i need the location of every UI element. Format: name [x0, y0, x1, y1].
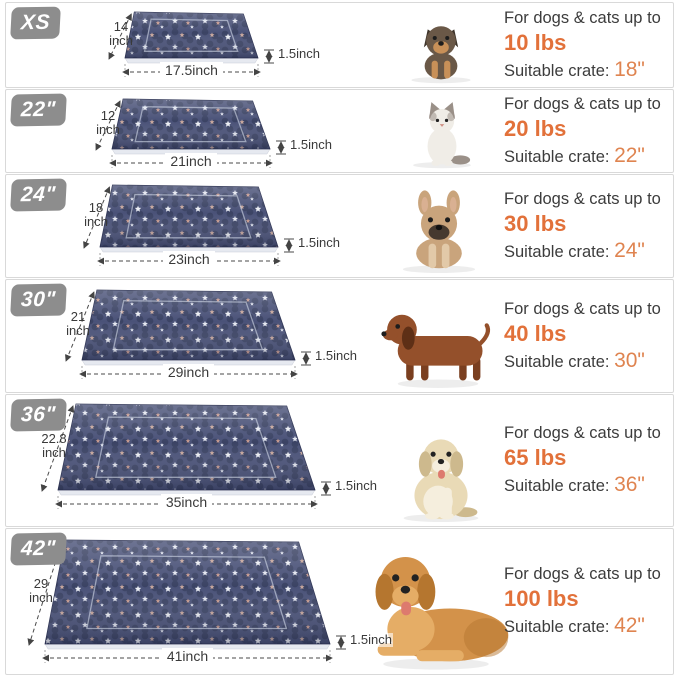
mat-width-dimension: 17.5inch: [125, 62, 258, 78]
cream-golden-retriever-photo: [382, 398, 500, 523]
size-row-xs: XS 14 inch 17: [5, 2, 674, 88]
mat-width-dimension: 41inch: [45, 648, 330, 664]
weight-capacity-line: For dogs & cats up to: [504, 299, 661, 318]
weight-capacity-line: For dogs & cats up to: [504, 94, 661, 113]
size-info: For dogs & cats up to 10 lbs Suitable cr…: [504, 3, 678, 87]
size-badge: 42": [10, 532, 67, 566]
mat-image: 21 inch 29inch 1.5inch: [40, 280, 380, 392]
suitable-crate-line: Suitable crate: 36": [504, 473, 645, 496]
size-info: For dogs & cats up to 100 lbs Suitable c…: [504, 529, 678, 674]
mat-height-dimension: 12 inch: [96, 108, 120, 137]
weight-capacity-value: 65 lbs: [504, 445, 567, 470]
mat-image: 29 inch 41inch 1.5inch: [27, 529, 393, 674]
golden-retriever-photo: [352, 532, 520, 671]
mat-height-dimension: 14 inch: [109, 19, 133, 48]
mat-width-dimension: 29inch: [82, 364, 295, 380]
suitable-crate-line: Suitable crate: 42": [504, 614, 645, 637]
mat-thickness-dimension: 1.5inch: [314, 348, 358, 363]
weight-capacity-line: For dogs & cats up to: [504, 189, 661, 208]
size-badge: 36": [10, 398, 67, 432]
size-row-30in: 30" 21 inch 2: [5, 279, 674, 393]
size-info: For dogs & cats up to 65 lbs Suitable cr…: [504, 395, 678, 526]
mat-thickness-dimension: 1.5inch: [334, 478, 378, 493]
mat-thickness-dimension: 1.5inch: [289, 137, 333, 152]
mat-image: 18 inch 23inch 1.5inch: [40, 175, 380, 277]
weight-capacity-value: 10 lbs: [504, 29, 567, 55]
size-badge: 24": [10, 178, 67, 212]
suitable-crate-value: 18": [614, 57, 645, 81]
suitable-crate-value: 22": [614, 143, 645, 167]
mat-width-dimension: 21inch: [112, 153, 270, 169]
suitable-crate-value: 36": [614, 473, 645, 496]
mat-image: 22.8 inch 35inch 1.5inch: [40, 395, 380, 526]
mat-height-dimension: 29 inch: [29, 576, 53, 605]
weight-capacity-line: For dogs & cats up to: [504, 424, 661, 442]
suitable-crate-line: Suitable crate: 22": [504, 143, 645, 167]
weight-capacity-value: 40 lbs: [504, 320, 567, 346]
size-row-36in: 36" 22.8 inch: [5, 394, 674, 527]
size-info: For dogs & cats up to 30 lbs Suitable cr…: [504, 175, 678, 277]
mat-width-dimension: 23inch: [100, 251, 278, 267]
dachshund-photo: [364, 283, 512, 389]
ragdoll-cat-photo: [392, 93, 492, 169]
weight-capacity-line: For dogs & cats up to: [504, 565, 661, 583]
suitable-crate-line: Suitable crate: 24": [504, 238, 645, 262]
size-badge: 22": [10, 93, 67, 127]
size-row-42in: 42" 29 inch 4: [5, 528, 674, 675]
suitable-crate-line: Suitable crate: 18": [504, 57, 645, 81]
suitable-crate-value: 42": [614, 614, 645, 637]
suitable-crate-line: Suitable crate: 30": [504, 348, 645, 372]
mat-width-dimension: 35inch: [58, 494, 315, 510]
mat-image: 12 inch 21inch 1.5inch: [40, 90, 380, 172]
weight-capacity-value: 30 lbs: [504, 210, 567, 236]
mat-thickness-dimension: 1.5inch: [297, 235, 341, 250]
yorkie-puppy-photo: [390, 6, 492, 84]
size-badge: 30": [10, 283, 67, 317]
mat-thickness-dimension: 1.5inch: [277, 46, 321, 61]
mat-image: 14 inch 17.5inch 1.5inch: [40, 3, 380, 87]
weight-capacity-line: For dogs & cats up to: [504, 8, 661, 27]
french-bulldog-photo: [382, 178, 496, 274]
weight-capacity-value: 20 lbs: [504, 115, 567, 141]
size-info: For dogs & cats up to 20 lbs Suitable cr…: [504, 90, 678, 172]
suitable-crate-value: 30": [614, 348, 645, 372]
weight-capacity-value: 100 lbs: [504, 586, 579, 611]
mat-thickness-dimension: 1.5inch: [349, 632, 393, 647]
size-badge: XS: [10, 6, 61, 40]
mat-height-dimension: 18 inch: [84, 200, 108, 229]
size-row-24in: 24" 18 inch 2: [5, 174, 674, 278]
size-info: For dogs & cats up to 40 lbs Suitable cr…: [504, 280, 678, 392]
suitable-crate-value: 24": [614, 238, 645, 262]
mat-height-dimension: 22.8 inch: [41, 431, 67, 460]
size-row-22in: 22" 12 inch 2: [5, 89, 674, 173]
